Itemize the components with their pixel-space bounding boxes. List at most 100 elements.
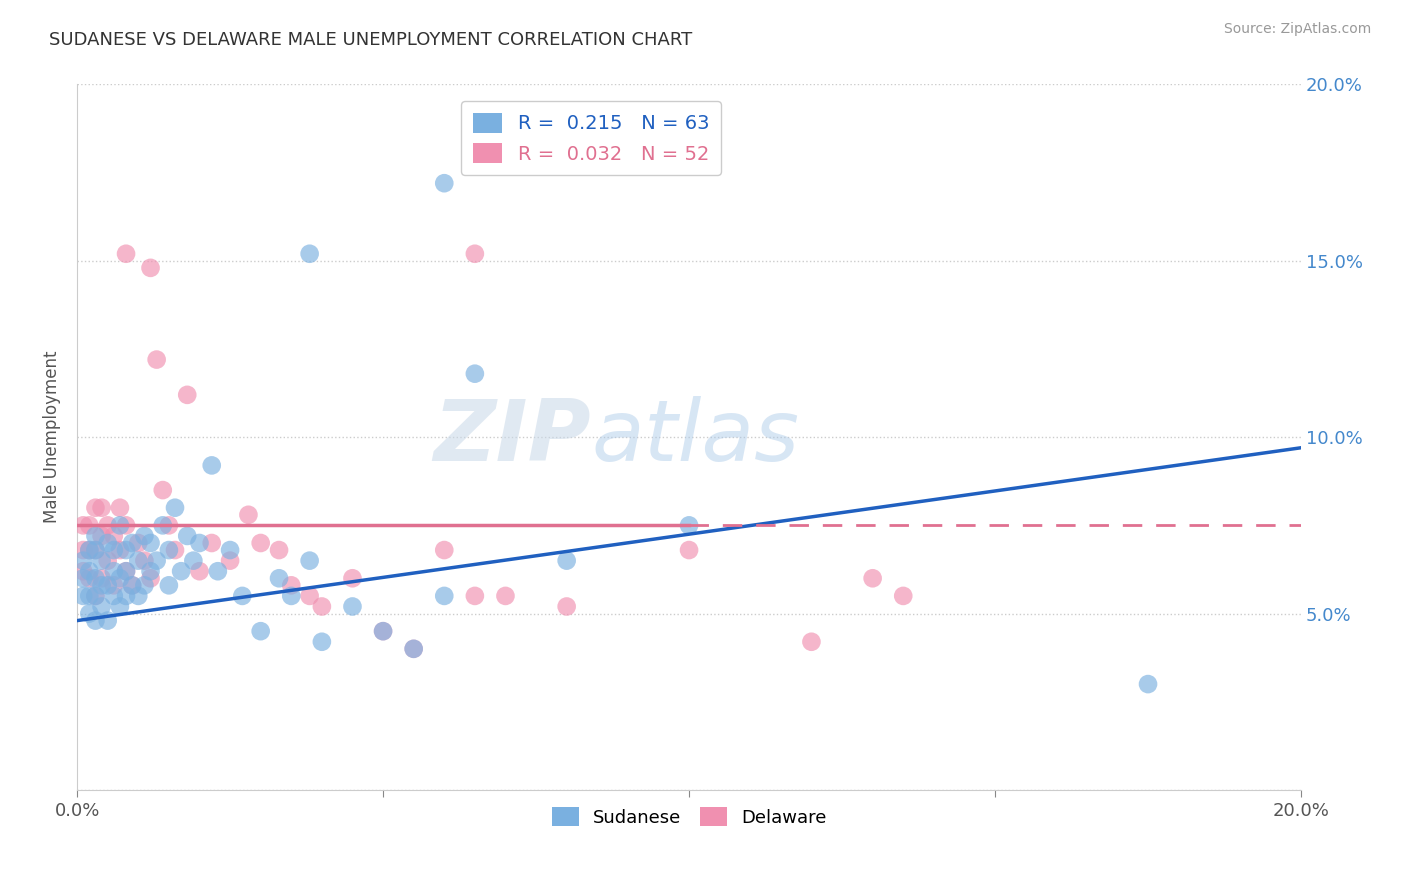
Point bbox=[139, 536, 162, 550]
Point bbox=[371, 624, 394, 639]
Point bbox=[298, 246, 321, 260]
Point bbox=[464, 589, 486, 603]
Point bbox=[79, 564, 101, 578]
Point bbox=[157, 543, 180, 558]
Point bbox=[127, 554, 149, 568]
Point bbox=[79, 543, 101, 558]
Point bbox=[163, 543, 186, 558]
Point bbox=[134, 554, 156, 568]
Point bbox=[464, 246, 486, 260]
Point bbox=[342, 571, 364, 585]
Point bbox=[267, 543, 290, 558]
Point bbox=[84, 589, 107, 603]
Point bbox=[280, 589, 302, 603]
Point bbox=[157, 518, 180, 533]
Point bbox=[108, 599, 131, 614]
Point bbox=[311, 599, 333, 614]
Point bbox=[238, 508, 260, 522]
Point bbox=[249, 536, 271, 550]
Point bbox=[84, 500, 107, 515]
Point bbox=[139, 260, 162, 275]
Point bbox=[121, 578, 143, 592]
Point bbox=[139, 571, 162, 585]
Point bbox=[555, 599, 578, 614]
Point bbox=[84, 543, 107, 558]
Point bbox=[188, 536, 211, 550]
Point bbox=[145, 352, 167, 367]
Point bbox=[103, 564, 125, 578]
Point bbox=[72, 571, 94, 585]
Point bbox=[72, 589, 94, 603]
Point bbox=[84, 529, 107, 543]
Point bbox=[115, 589, 138, 603]
Point bbox=[97, 614, 120, 628]
Point bbox=[371, 624, 394, 639]
Point bbox=[342, 599, 364, 614]
Text: Source: ZipAtlas.com: Source: ZipAtlas.com bbox=[1223, 22, 1371, 37]
Point bbox=[115, 564, 138, 578]
Point bbox=[134, 529, 156, 543]
Point bbox=[103, 578, 125, 592]
Point bbox=[115, 564, 138, 578]
Point bbox=[108, 543, 131, 558]
Point bbox=[79, 607, 101, 621]
Point bbox=[188, 564, 211, 578]
Point bbox=[433, 543, 456, 558]
Point bbox=[402, 641, 425, 656]
Point bbox=[433, 176, 456, 190]
Point bbox=[90, 599, 112, 614]
Point bbox=[800, 634, 823, 648]
Point bbox=[176, 529, 198, 543]
Point bbox=[108, 500, 131, 515]
Point bbox=[72, 518, 94, 533]
Point bbox=[402, 641, 425, 656]
Point bbox=[108, 518, 131, 533]
Point bbox=[267, 571, 290, 585]
Point bbox=[79, 543, 101, 558]
Point bbox=[127, 536, 149, 550]
Point bbox=[555, 554, 578, 568]
Point bbox=[115, 518, 138, 533]
Point bbox=[298, 554, 321, 568]
Point bbox=[495, 589, 517, 603]
Point bbox=[231, 589, 253, 603]
Point bbox=[219, 554, 242, 568]
Point bbox=[464, 367, 486, 381]
Point bbox=[90, 500, 112, 515]
Point bbox=[72, 564, 94, 578]
Point bbox=[121, 536, 143, 550]
Point bbox=[79, 571, 101, 585]
Point bbox=[183, 554, 205, 568]
Point bbox=[84, 614, 107, 628]
Point bbox=[134, 578, 156, 592]
Point bbox=[90, 554, 112, 568]
Point bbox=[433, 589, 456, 603]
Point bbox=[152, 483, 174, 497]
Point bbox=[90, 578, 112, 592]
Point bbox=[862, 571, 884, 585]
Point bbox=[678, 543, 700, 558]
Point bbox=[84, 589, 107, 603]
Point bbox=[145, 554, 167, 568]
Point bbox=[79, 518, 101, 533]
Point bbox=[103, 589, 125, 603]
Point bbox=[90, 529, 112, 543]
Point bbox=[84, 543, 107, 558]
Point bbox=[103, 543, 125, 558]
Point bbox=[108, 571, 131, 585]
Point bbox=[115, 246, 138, 260]
Point bbox=[127, 589, 149, 603]
Text: ZIP: ZIP bbox=[433, 396, 591, 479]
Point bbox=[157, 578, 180, 592]
Text: atlas: atlas bbox=[591, 396, 799, 479]
Point bbox=[97, 554, 120, 568]
Point bbox=[139, 564, 162, 578]
Point bbox=[72, 554, 94, 568]
Point bbox=[176, 388, 198, 402]
Point bbox=[219, 543, 242, 558]
Y-axis label: Male Unemployment: Male Unemployment bbox=[44, 351, 60, 524]
Point bbox=[298, 589, 321, 603]
Point bbox=[1137, 677, 1160, 691]
Point bbox=[97, 536, 120, 550]
Point bbox=[163, 500, 186, 515]
